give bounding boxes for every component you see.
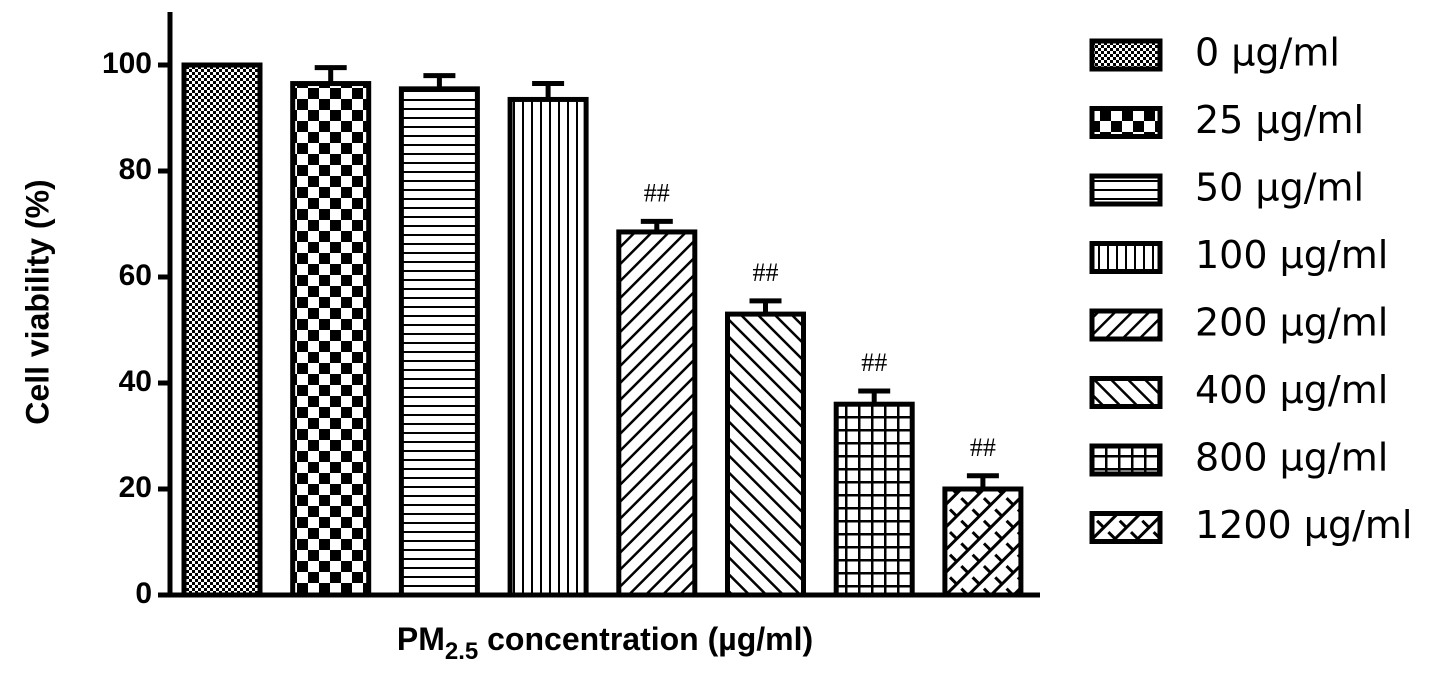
y-tick-label: 100 <box>102 47 152 80</box>
bar <box>398 86 480 598</box>
bar <box>507 96 589 598</box>
y-tick-label: 60 <box>119 259 152 292</box>
x-axis-label: PM2.5 concentration (µg/ml) <box>397 621 813 665</box>
legend-swatch <box>1089 38 1163 72</box>
annotation: ## <box>861 348 887 377</box>
x-axis-label-part: PM <box>397 621 445 657</box>
legend-label: 1200 µg/ml <box>1195 503 1412 547</box>
annotation: ## <box>970 433 996 462</box>
y-tick-label: 20 <box>119 471 152 504</box>
y-tick-label: 80 <box>119 153 152 186</box>
bar <box>725 311 806 598</box>
x-axis-label-part: concentration (µg/ml) <box>478 621 813 657</box>
bar <box>833 401 915 598</box>
legend-label: 200 µg/ml <box>1195 301 1388 345</box>
legend-swatch <box>1089 308 1163 342</box>
bar <box>616 229 698 598</box>
bar <box>942 486 1024 598</box>
legend-swatch <box>1089 511 1163 544</box>
legend-label: 0 µg/ml <box>1195 31 1340 75</box>
bar <box>181 62 263 598</box>
annotation: ## <box>644 178 670 207</box>
y-tick-label: 40 <box>119 365 152 398</box>
legend-swatch <box>1089 173 1163 207</box>
legend-label: 800 µg/ml <box>1195 436 1388 480</box>
legend-swatch <box>1089 241 1163 274</box>
annotation: ## <box>753 258 779 287</box>
legend-label: 50 µg/ml <box>1195 166 1364 210</box>
legend-label: 100 µg/ml <box>1195 233 1388 277</box>
legend-swatch <box>1089 376 1163 409</box>
bar <box>290 81 372 598</box>
y-tick-label: 0 <box>135 577 152 610</box>
legend-label: 400 µg/ml <box>1195 368 1388 412</box>
y-axis-label: Cell viability (%) <box>19 179 55 424</box>
legend-label: 25 µg/ml <box>1195 98 1364 142</box>
legend-swatch <box>1089 443 1163 477</box>
legend-swatch <box>1089 106 1163 139</box>
x-axis-label-part: 2.5 <box>445 638 478 665</box>
